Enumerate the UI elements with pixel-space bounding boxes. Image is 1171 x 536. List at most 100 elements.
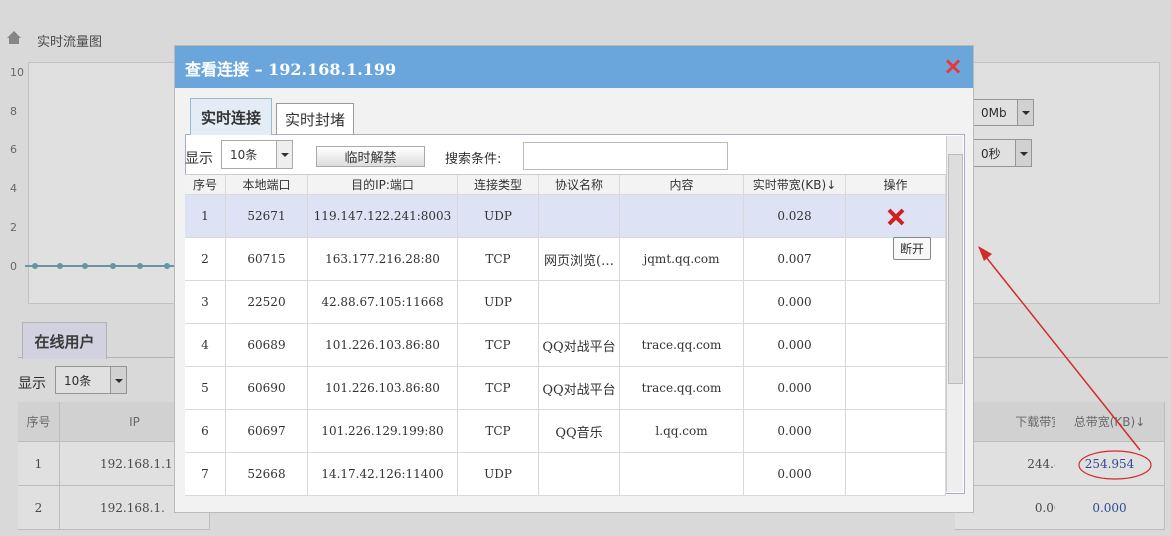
table-cell: 22520 <box>226 281 308 324</box>
scrollbar[interactable] <box>946 136 963 492</box>
table-cell: TCP <box>458 324 539 367</box>
page-size-select[interactable]: 10条 <box>221 140 293 169</box>
header-cell: 本地端口 <box>226 174 308 195</box>
table-cell: 0.000 <box>744 324 846 367</box>
chart-line <box>25 263 175 269</box>
table-cell: 52668 <box>226 453 308 496</box>
table-cell: TCP <box>458 238 539 281</box>
select-value: 0Mb <box>981 105 1007 120</box>
select-value: 10条 <box>64 373 92 388</box>
action-cell <box>846 410 946 453</box>
table-cell: QQ音乐 <box>539 410 620 453</box>
table-cell: 网页浏览(… <box>539 238 620 281</box>
table-cell: 0.028 <box>744 195 846 238</box>
y-tick-label: 0 <box>10 259 17 273</box>
y-tick-label: 6 <box>10 143 17 157</box>
table-cell: 1 <box>18 442 60 486</box>
table-cell: 0.000 <box>744 367 846 410</box>
interval-select[interactable]: 0秒 <box>972 139 1032 167</box>
online-users-tab[interactable]: 在线用户 <box>22 322 107 359</box>
select-value: 0秒 <box>981 146 1001 161</box>
tab[interactable]: 实时连接 <box>190 98 272 135</box>
page-size-select[interactable]: 10条 <box>55 366 127 394</box>
header-cell: 目的IP:端口 <box>308 174 458 195</box>
table-cell: 0.007 <box>744 238 846 281</box>
table-cell: 2 <box>18 486 60 530</box>
header-cell: 操作 <box>846 174 946 195</box>
action-cell <box>846 367 946 410</box>
table-cell: QQ对战平台 <box>539 324 620 367</box>
table-cell: 14.17.42.126:11400 <box>308 453 458 496</box>
table-cell: TCP <box>458 367 539 410</box>
table-cell: trace.qq.com <box>620 324 744 367</box>
table-cell: TCP <box>458 410 539 453</box>
table-cell: 0.000 <box>744 281 846 324</box>
table-cell: 1 <box>185 195 226 238</box>
dialog-title: 查看连接 – 192.168.1.199 <box>185 60 397 79</box>
table-cell: 42.88.67.105:11668 <box>308 281 458 324</box>
header-cell: 总带宽(KB)↓ <box>1055 402 1165 442</box>
table-cell <box>539 453 620 496</box>
table-cell: jqmt.qq.com <box>620 238 744 281</box>
header-cell: 内容 <box>620 174 744 195</box>
y-tick-label: 4 <box>10 182 17 196</box>
action-cell <box>846 453 946 496</box>
disconnect-icon[interactable] <box>887 208 905 226</box>
y-tick-label: 2 <box>10 220 17 234</box>
show-label: 显示 <box>18 376 46 392</box>
header-cell: 实时带宽(KB)↓ <box>744 174 846 195</box>
table-cell <box>620 453 744 496</box>
y-tick-label: 8 <box>10 104 17 118</box>
show-label: 显示 <box>185 151 213 167</box>
table-cell: 60690 <box>226 367 308 410</box>
action-cell <box>846 281 946 324</box>
table-cell <box>539 281 620 324</box>
header-cell: 序号 <box>185 174 226 195</box>
table-cell <box>620 195 744 238</box>
bandwidth-select[interactable]: 0Mb <box>972 99 1034 126</box>
dialog-header <box>175 46 973 88</box>
table-cell: 119.147.122.241:8003 <box>308 195 458 238</box>
table-cell: 5 <box>185 367 226 410</box>
header-cell: 序号 <box>18 402 60 442</box>
table-cell: 101.226.103.86:80 <box>308 324 458 367</box>
dialog: 查看连接 – 192.168.1.199 × 实时连接 实时封堵 显示 10条 临… <box>174 45 974 513</box>
table-cell: 101.226.103.86:80 <box>308 367 458 410</box>
close-button[interactable]: × <box>943 52 964 80</box>
table-cell: 0.000 <box>744 410 846 453</box>
table-cell: 101.226.129.199:80 <box>308 410 458 453</box>
unblock-button[interactable]: 临时解禁 <box>316 146 425 167</box>
table-cell: 60689 <box>226 324 308 367</box>
table-cell: trace.qq.com <box>620 367 744 410</box>
tab[interactable]: 实时封堵 <box>276 103 354 134</box>
annotation <box>978 246 1152 480</box>
table-cell <box>620 281 744 324</box>
table-cell: QQ对战平台 <box>539 367 620 410</box>
table-cell: 7 <box>185 453 226 496</box>
search-input[interactable] <box>523 142 728 170</box>
table-cell: UDP <box>458 281 539 324</box>
table-cell: UDP <box>458 453 539 496</box>
breadcrumb: 实时流量图 <box>37 35 103 50</box>
home-icon <box>7 31 21 44</box>
table-cell: 0.000 <box>1055 486 1165 530</box>
y-tick-label: 10 <box>10 66 24 79</box>
table-cell: 4 <box>185 324 226 367</box>
header-cell: 连接类型 <box>458 174 539 195</box>
table-cell: 0.000 <box>744 453 846 496</box>
search-label: 搜索条件: <box>445 152 502 167</box>
table-cell: 6 <box>185 410 226 453</box>
header-cell: 协议名称 <box>539 174 620 195</box>
table-cell: UDP <box>458 195 539 238</box>
table-cell: l.qq.com <box>620 410 744 453</box>
table-cell: 60715 <box>226 238 308 281</box>
table-cell: 3 <box>185 281 226 324</box>
scroll-thumb[interactable] <box>948 154 963 384</box>
table-cell: 163.177.216.28:80 <box>308 238 458 281</box>
action-cell <box>846 324 946 367</box>
select-value: 10条 <box>230 148 258 162</box>
table-cell: 52671 <box>226 195 308 238</box>
table-cell: 2 <box>185 238 226 281</box>
tooltip: 断开 <box>893 237 932 260</box>
